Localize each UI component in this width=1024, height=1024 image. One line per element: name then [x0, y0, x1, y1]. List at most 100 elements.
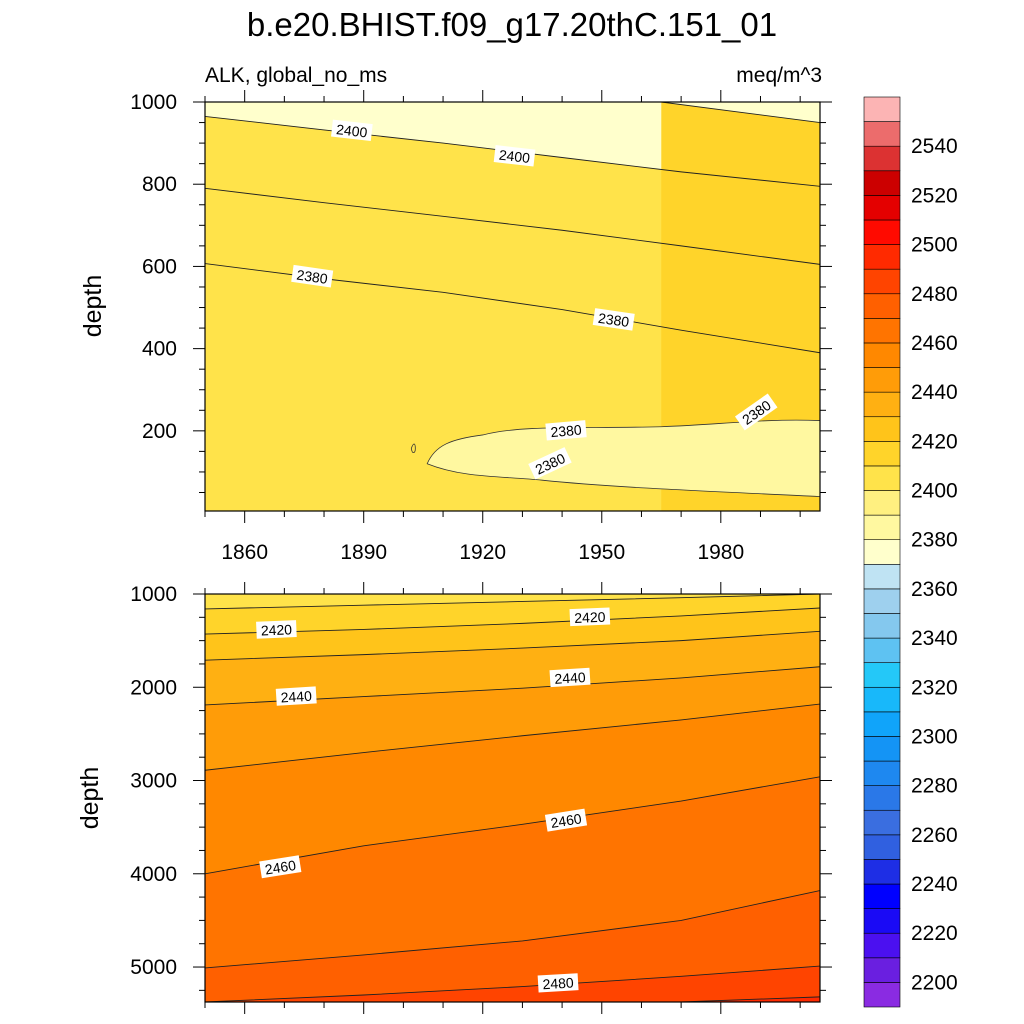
colorbar-box: [863, 342, 901, 368]
colorbar-label: 2500: [911, 234, 958, 257]
upper-contour-label: 2380: [291, 264, 334, 288]
lower-panel: 2420 2420 2440 2440 2460 2460 2480 1000 2000 3000…: [130, 582, 832, 1014]
upper-small-2380-contour: [410, 443, 416, 454]
lower-contour-label-text: 2420: [574, 609, 606, 626]
upper-y-tick-label: 200: [142, 420, 177, 443]
colorbar-box: [863, 637, 901, 663]
colorbar-label: 2300: [911, 725, 958, 748]
colorbar-box: [863, 539, 901, 565]
lower-y-tick-label: 4000: [130, 863, 177, 886]
colorbar-box: [863, 170, 901, 196]
colorbar-box: [863, 367, 901, 393]
lower-contour-2410: [205, 594, 820, 610]
colorbar-label: 2320: [911, 676, 958, 699]
colorbar-box: [863, 318, 901, 344]
lower-y-tick-label: 2000: [130, 676, 177, 699]
colorbar-box: [863, 465, 901, 491]
colorbar-box: [863, 96, 901, 122]
colorbar-box: [863, 957, 901, 983]
lower-contour-label-text: 2460: [264, 857, 297, 878]
colorbar-box: [863, 760, 901, 786]
colorbar-box: [863, 293, 901, 319]
colorbar-box: [863, 563, 901, 590]
upper-contour-label-text: 2400: [498, 147, 531, 166]
lower-contour-label: 2440: [275, 686, 317, 706]
colorbar-box: [863, 416, 901, 442]
upper-depth-axis-label: depth: [79, 275, 107, 338]
colorbar-box: [863, 244, 901, 270]
lower-contour-2450: [205, 703, 820, 771]
colorbar-box: [863, 711, 901, 737]
upper-contour-label: 2400: [493, 145, 536, 167]
upper-band-2410: [661, 102, 820, 511]
upper-contour-label-text: 2400: [335, 121, 368, 140]
lower-contour-2460: [205, 776, 820, 875]
upper-contour-label-text: 2380: [550, 421, 583, 440]
lower-contour-2470: [205, 890, 820, 969]
lower-x-ticks: [204, 582, 801, 1014]
upper-frame: [204, 101, 821, 512]
lower-contour-label-text: 2420: [261, 621, 293, 638]
colorbar-box: [863, 662, 901, 688]
colorbar-box: [863, 834, 901, 860]
upper-contour-2390: [205, 187, 820, 265]
colorbar-box: [863, 982, 901, 1008]
colorbar-box: [863, 268, 901, 295]
colorbar-box: [863, 441, 901, 467]
upper-y-tick-label: 1000: [130, 91, 177, 114]
upper-y-ticks: 200 400 600 800 1000: [130, 91, 832, 494]
colorbar-box: [863, 785, 901, 811]
colorbar-label: 2400: [911, 480, 958, 503]
colorbar-box: [863, 613, 901, 639]
lower-y-tick-label: 1000: [130, 583, 177, 606]
upper-contour-label: 2400: [331, 119, 373, 141]
colorbar-label: 2520: [911, 184, 958, 207]
colorbar-label: 2360: [911, 578, 958, 601]
colorbar-box: [863, 121, 901, 147]
lower-contour-label: 2420: [256, 620, 297, 639]
colorbar: 2200 2220 2240 2260 2280 2300 2320 2340 2360 2380…: [863, 96, 958, 1008]
lower-contour-label-text: 2460: [549, 810, 582, 831]
colorbar-box: [863, 686, 901, 713]
lower-contour-2480: [205, 965, 820, 1002]
variable-label: ALK, global_no_ms: [205, 64, 387, 87]
lower-y-ticks: 1000 2000 3000 4000 5000: [130, 583, 832, 991]
lower-contour-label: 2480: [537, 973, 579, 993]
colorbar-label: 2220: [911, 922, 958, 945]
colorbar-label: 2440: [911, 381, 958, 404]
colorbar-label: 2280: [911, 775, 958, 798]
colorbar-box: [863, 932, 901, 959]
colorbar-label: 2380: [911, 529, 958, 552]
colorbar-label: 2260: [911, 824, 958, 847]
colorbar-box: [863, 195, 901, 221]
upper-shallow-2380-contour: [426, 419, 820, 498]
lower-depth-axis-label: depth: [76, 767, 104, 830]
colorbar-label: 2480: [911, 283, 958, 306]
lower-contour-label-text: 2440: [280, 688, 312, 706]
upper-contour-label: 2380: [592, 308, 635, 331]
upper-y-tick-label: 600: [142, 255, 177, 278]
lower-y-tick-label: 3000: [130, 770, 177, 793]
lower-band-2480: [205, 966, 820, 1002]
colorbar-label: 2240: [911, 873, 958, 896]
lower-contour-label: 2460: [259, 855, 302, 879]
lower-band-2470: [205, 890, 820, 1002]
figure-title: b.e20.BHIST.f09_g17.20thC.151_01: [247, 6, 777, 43]
colorbar-label: 2340: [911, 627, 958, 650]
x-tick-label: 1950: [578, 541, 625, 564]
x-tick-label: 1980: [697, 541, 744, 564]
colorbar-box: [863, 883, 901, 909]
colorbar-box: [863, 736, 901, 762]
colorbar-label: 2460: [911, 332, 958, 355]
upper-y-tick-label: 400: [142, 338, 177, 361]
colorbar-box: [863, 145, 901, 172]
colorbar-box: [863, 809, 901, 836]
colorbar-box: [863, 391, 901, 418]
colorbar-box: [863, 514, 901, 541]
upper-y-tick-label: 800: [142, 173, 177, 196]
upper-contour-2410: [661, 102, 820, 123]
lower-contour-2490: [681, 996, 820, 1002]
colorbar-label: 2540: [911, 135, 958, 158]
lower-contour-label-text: 2480: [542, 974, 574, 992]
